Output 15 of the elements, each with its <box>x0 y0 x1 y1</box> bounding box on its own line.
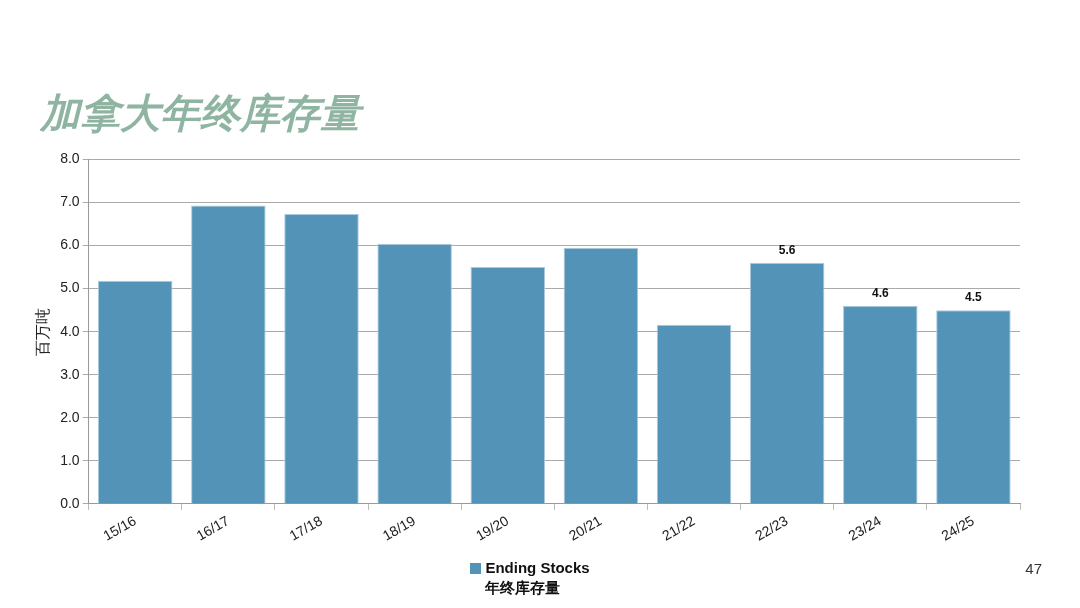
y-tick-label: 4.0 <box>60 322 80 339</box>
y-tick-label: 1.0 <box>60 451 80 468</box>
data-label: 4.6 <box>871 286 889 301</box>
legend-label: Ending Stocks 年终库存量 <box>485 558 590 598</box>
data-label: 5.6 <box>778 243 796 258</box>
y-tick-label: 3.0 <box>60 365 80 382</box>
y-tick-label: 2.0 <box>60 408 80 425</box>
y-tick-label: 7.0 <box>60 193 80 210</box>
text: 47 <box>1025 560 1042 577</box>
y-tick-label: 0.0 <box>60 494 80 511</box>
y-axis-title: 百万吨 <box>32 307 52 356</box>
y-tick-label: 6.0 <box>60 236 80 253</box>
y-tick-label: 5.0 <box>60 279 80 296</box>
data-label: 4.5 <box>965 290 983 305</box>
y-tick-label: 8.0 <box>60 150 80 167</box>
